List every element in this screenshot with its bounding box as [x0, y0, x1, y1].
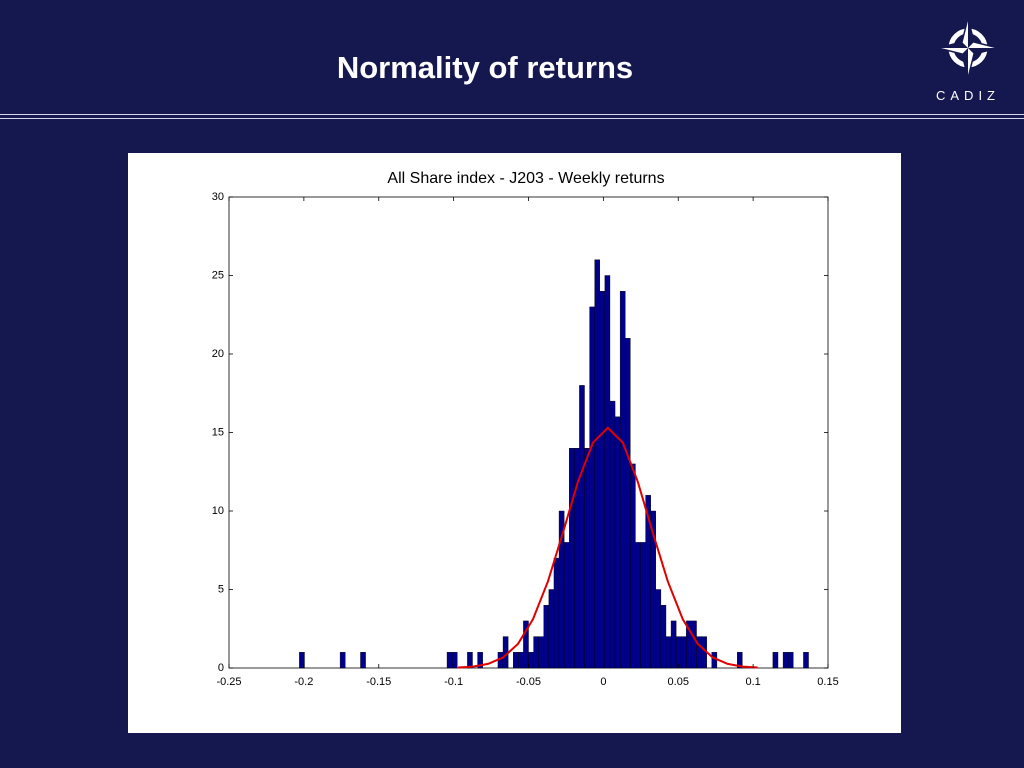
bar — [299, 652, 305, 669]
bar — [446, 652, 453, 669]
x-tick-label: 0.1 — [745, 676, 760, 688]
x-tick-label: -0.15 — [366, 676, 391, 688]
bar — [619, 290, 626, 669]
x-tick-label: 0 — [600, 676, 606, 688]
bar — [513, 652, 519, 669]
bar — [528, 652, 534, 669]
bar — [787, 652, 794, 669]
bar — [523, 620, 529, 669]
divider — [0, 118, 1024, 119]
bar — [681, 636, 687, 669]
y-tick-label: 25 — [212, 269, 224, 281]
bar — [548, 589, 555, 669]
x-tick-label: -0.05 — [516, 676, 541, 688]
bar — [772, 652, 779, 669]
bar — [467, 652, 473, 669]
y-tick-label: 0 — [218, 662, 224, 674]
bar — [569, 448, 575, 669]
divider — [0, 114, 1024, 115]
bar — [589, 306, 595, 669]
bar — [553, 557, 560, 669]
bar — [609, 400, 616, 669]
bar — [339, 652, 346, 669]
x-tick-label: -0.1 — [444, 676, 463, 688]
y-tick-label: 10 — [212, 505, 224, 517]
x-tick-label: 0.05 — [668, 676, 689, 688]
bar — [543, 605, 550, 669]
logo-text: CADIZ — [936, 88, 1000, 103]
x-tick-label: 0.15 — [817, 676, 838, 688]
bar — [635, 542, 641, 669]
bar — [691, 620, 697, 669]
y-tick-label: 15 — [212, 426, 224, 438]
y-tick-label: 20 — [212, 348, 224, 360]
bar — [803, 652, 809, 669]
bar — [584, 448, 590, 669]
logo-mark — [937, 17, 999, 79]
bar — [604, 275, 611, 669]
chart: All Share index - J203 - Weekly returns … — [212, 170, 839, 688]
logo: CADIZ — [936, 17, 1000, 103]
bar — [640, 542, 646, 669]
bar — [675, 636, 682, 669]
bar — [533, 636, 539, 669]
bar — [737, 652, 743, 669]
plot-frame — [228, 196, 829, 669]
bar — [563, 542, 570, 669]
x-tick-label: -0.25 — [216, 676, 241, 688]
bar — [655, 589, 662, 669]
bar — [630, 463, 636, 669]
bar — [360, 652, 366, 669]
bar — [538, 636, 544, 669]
bar — [579, 385, 585, 669]
bar — [625, 338, 631, 669]
chart-panel: All Share index - J203 - Weekly returns … — [128, 153, 901, 733]
x-tick-label: -0.2 — [294, 676, 313, 688]
bar — [665, 636, 672, 669]
bar — [594, 259, 600, 669]
bar — [451, 652, 458, 669]
bar — [660, 605, 667, 669]
bar — [518, 652, 524, 669]
y-tick-label: 5 — [218, 583, 224, 595]
y-tick-label: 30 — [212, 191, 224, 203]
slide-title: Normality of returns — [336, 50, 634, 85]
fit-curve — [458, 426, 758, 669]
bar — [599, 290, 606, 669]
bar — [670, 620, 677, 669]
bar — [711, 652, 718, 669]
bar — [782, 652, 789, 669]
chart-title: All Share index - J203 - Weekly returns — [387, 170, 664, 187]
bar — [477, 652, 483, 669]
bar — [614, 416, 621, 669]
